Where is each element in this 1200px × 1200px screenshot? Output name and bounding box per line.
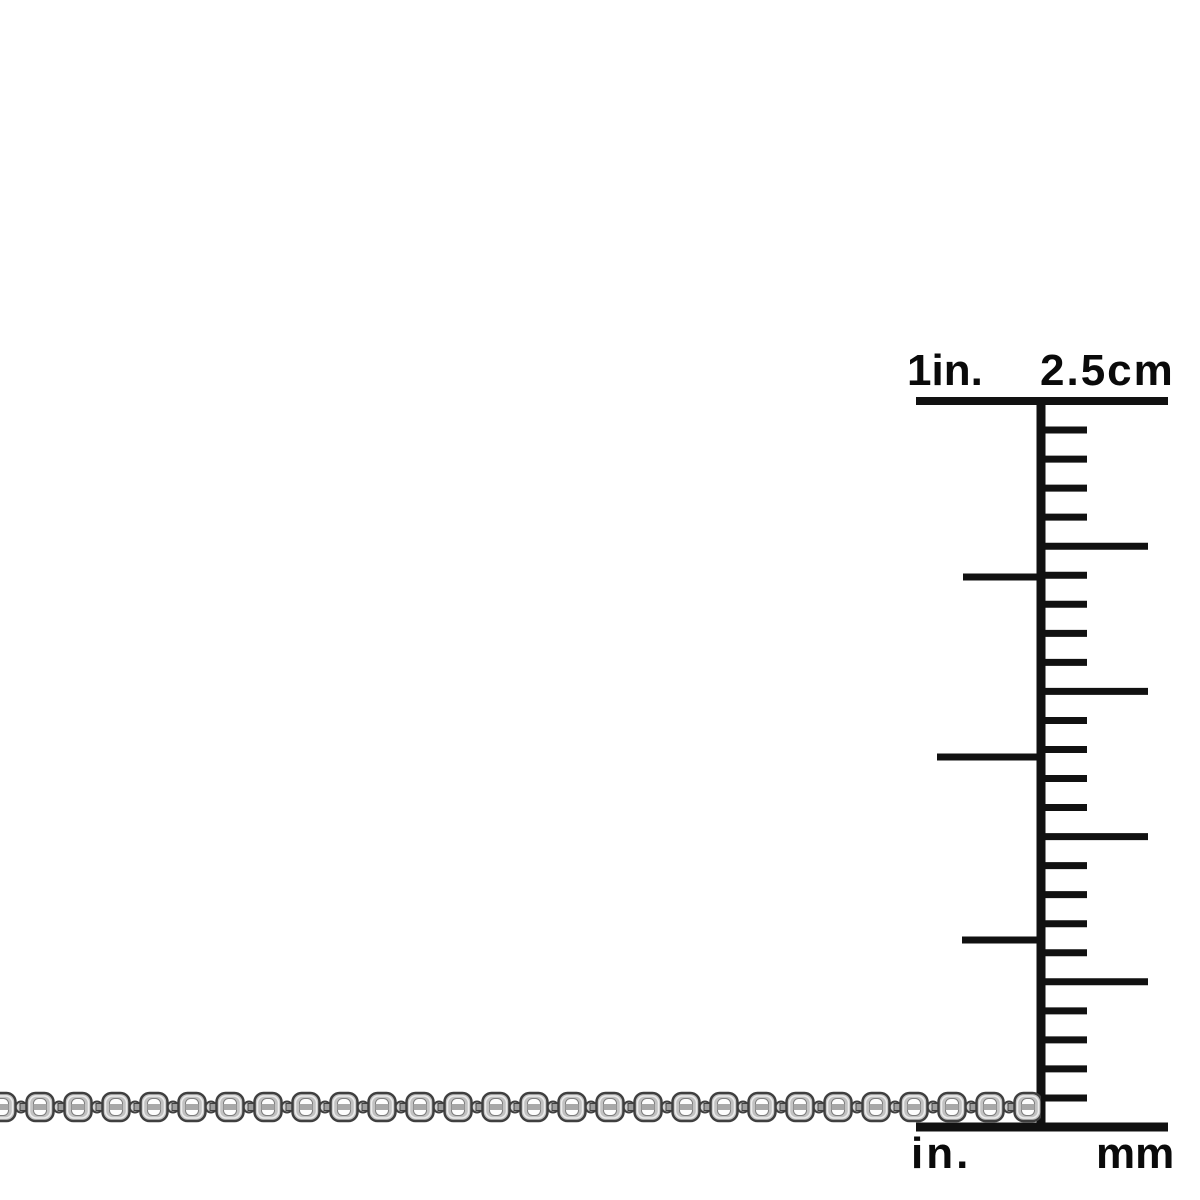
chain-link [551, 1091, 598, 1123]
scale-label-1in: 1in. [907, 346, 983, 395]
chain-link [779, 1091, 826, 1123]
chain-link [209, 1091, 256, 1123]
chain-link [665, 1091, 712, 1123]
chain-link [703, 1091, 750, 1123]
chain-link [323, 1091, 370, 1123]
ruler-graphic [916, 397, 1168, 1132]
chain-link [361, 1091, 408, 1123]
scale-label-2-5cm: 2.5cm [1040, 346, 1175, 395]
chain-graphic [0, 1091, 1041, 1123]
chain-link [285, 1091, 332, 1123]
chain-link [57, 1091, 104, 1123]
scale-label-in: in. [911, 1129, 972, 1178]
chain-link [589, 1091, 636, 1123]
chain-link [133, 1091, 180, 1123]
scale-label-mm: mm [1096, 1129, 1175, 1178]
chain-link [1007, 1091, 1041, 1123]
